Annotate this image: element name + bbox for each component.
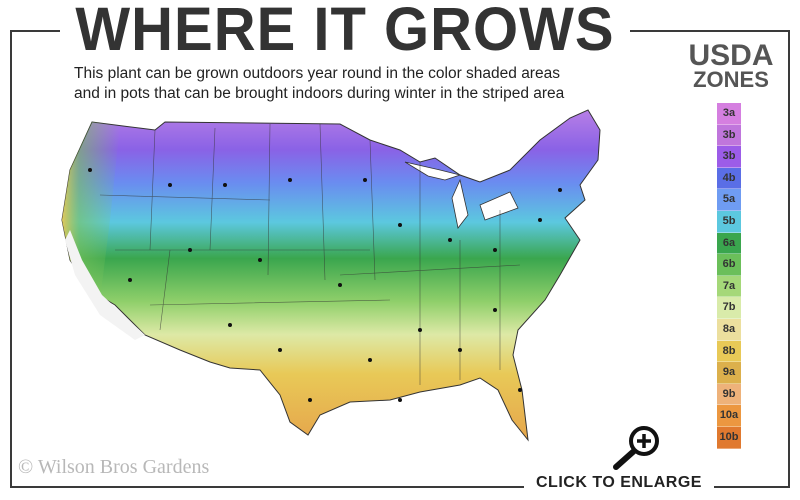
legend-zone-7a: 7a (717, 275, 741, 298)
frame-bottom (10, 486, 790, 488)
legend-zone-3b: 3b (717, 124, 741, 147)
legend-zone-5a: 5a (717, 189, 741, 211)
legend-zone-6b: 6b (717, 254, 741, 276)
subtitle-line: This plant can be grown outdoors year ro… (74, 65, 560, 82)
subtitle-line: and in pots that can be brought indoors … (74, 85, 565, 102)
legend-zone-4b: 4b (717, 167, 741, 190)
subtitle: This plant can be grown outdoors year ro… (74, 64, 634, 104)
legend-zone-8a: 8a (717, 318, 741, 341)
zone-legend: 3a 3b 3b 4b 5a 5b 6a 6b 7a 7b 8a 8b 9a 9b 10a 10b (717, 103, 741, 449)
page-title: WHERE IT GROWS (60, 0, 630, 62)
legend-zone-10a: 10a (717, 405, 741, 427)
legend-title-line: ZONES (693, 67, 769, 92)
frame-top-right (630, 30, 790, 32)
legend-zone-5b: 5b (717, 210, 741, 233)
legend-zone-6a: 6a (717, 232, 741, 255)
copyright-watermark: © Wilson Bros Gardens (18, 456, 210, 478)
legend-zone-8b: 8b (717, 340, 741, 363)
usda-zone-map[interactable] (40, 100, 610, 460)
frame-right (788, 30, 790, 488)
great-lakes (404, 161, 519, 229)
magnifier-plus-icon[interactable] (608, 425, 664, 471)
legend-zone-9b: 9b (717, 383, 741, 406)
frame-left (10, 30, 12, 488)
click-to-enlarge-link[interactable]: CLICK TO ENLARGE (524, 474, 714, 492)
legend-zone-3a: 3a (717, 103, 741, 125)
legend-zone-10b: 10b (717, 426, 741, 449)
us-outline (61, 109, 601, 442)
legend-title-line: USDA (688, 39, 774, 72)
legend-zone-7b: 7b (717, 297, 741, 319)
state-borders (99, 123, 521, 385)
legend-zone-9a: 9a (717, 362, 741, 384)
legend-zone-3b: 3b (717, 146, 741, 168)
city-markers (88, 168, 562, 402)
legend-title: USDA ZONES (676, 39, 786, 92)
zone-10-coast (65, 230, 145, 340)
frame-top-left (10, 30, 60, 32)
